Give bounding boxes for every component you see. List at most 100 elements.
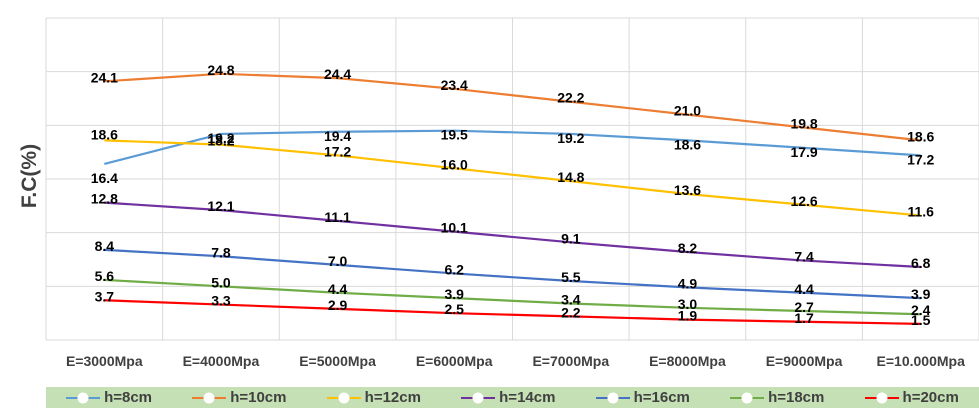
data-label: 21.0 (674, 103, 701, 119)
data-label: 12.8 (91, 191, 118, 207)
data-label: 13.6 (674, 182, 701, 198)
legend-item: h=16cm (595, 389, 690, 406)
data-label: 3.4 (561, 292, 581, 308)
data-label: 18.6 (674, 136, 701, 152)
legend-label: h=8cm (104, 389, 153, 406)
data-label: 3.9 (444, 286, 464, 302)
legend-marker-icon (864, 392, 899, 403)
data-label: 12.1 (207, 198, 234, 214)
x-tick-labels: E=3000Mpa E=4000Mpa E=5000Mpa E=6000Mpa E=70… (66, 353, 965, 369)
legend-label: h=12cm (364, 389, 421, 406)
data-label: 8.2 (678, 240, 698, 256)
legend-label: h=10cm (230, 389, 287, 406)
x-tick-label: E=4000Mpa (183, 353, 260, 369)
legend: h=8cm h=10cm h=12cm h=14cm h=16cm h=18cm h=20c… (46, 387, 979, 408)
data-label: 16.0 (441, 156, 468, 172)
series-lines (104, 72, 921, 325)
legend-circle (741, 392, 753, 403)
legend-item: h=12cm (326, 389, 421, 406)
series-line-h-8cm (104, 129, 921, 166)
data-label: 24.4 (324, 66, 351, 82)
legend-circle (203, 392, 215, 403)
data-label: 2.7 (794, 299, 814, 315)
series-line-h-16cm (104, 248, 921, 300)
y-axis-label: F.C(%) (18, 144, 41, 208)
x-tick-label: E=9000Mpa (766, 353, 843, 369)
series-line-h-12cm (104, 139, 921, 217)
legend-marker-icon (192, 392, 227, 403)
x-tick-label: E=7000Mpa (532, 353, 609, 369)
legend-circle (77, 392, 89, 403)
data-label: 11.6 (907, 203, 934, 219)
data-label: 8.4 (95, 238, 115, 254)
x-tick-label: E=5000Mpa (299, 353, 376, 369)
legend-item: h=20cm (864, 389, 959, 406)
data-label: 3.7 (95, 288, 115, 304)
data-label: 2.2 (561, 304, 581, 320)
data-label: 17.2 (324, 143, 351, 159)
data-label: 11.1 (324, 209, 351, 225)
data-labels: 16.4 19.2 19.4 19.5 19.2 18.6 17.9 17.2 24.1 24.8… (91, 62, 935, 328)
data-label: 23.4 (441, 77, 468, 93)
series-line-h-10cm (104, 72, 921, 142)
legend-circle (338, 392, 350, 403)
legend-item: h=18cm (730, 389, 824, 406)
legend-label: h=18cm (768, 389, 825, 406)
data-label: 19.8 (790, 115, 817, 131)
data-label: 1.9 (678, 308, 698, 324)
data-label: 19.2 (207, 130, 234, 146)
data-label: 4.4 (794, 281, 814, 297)
data-label: 16.4 (91, 170, 118, 186)
series-line-h-20cm (104, 299, 921, 325)
gridlines (45, 17, 979, 341)
data-label: 18.2 (207, 133, 234, 149)
data-label: 2.5 (444, 301, 464, 317)
legend-marker-icon (595, 392, 630, 403)
data-label: 5.0 (211, 274, 231, 290)
data-label: 3.3 (211, 293, 231, 309)
data-label: 19.5 (441, 127, 468, 143)
legend-label: h=14cm (499, 389, 556, 406)
legend-marker-icon (730, 392, 765, 403)
data-label: 12.6 (790, 193, 817, 209)
data-label: 3.0 (678, 296, 698, 312)
x-tick-label: E=3000Mpa (66, 353, 143, 369)
data-label: 18.6 (91, 126, 118, 142)
data-label: 6.8 (911, 255, 931, 271)
legend-item: h=14cm (461, 389, 555, 406)
series-line-h-18cm (104, 278, 921, 316)
data-label: 7.0 (328, 253, 348, 269)
series-line-h-14cm (104, 201, 921, 269)
data-label: 3.9 (911, 286, 931, 302)
data-label: 22.2 (557, 90, 584, 106)
data-label: 14.8 (557, 169, 584, 185)
data-label: 2.9 (328, 297, 348, 313)
data-label: 9.1 (561, 230, 581, 246)
legend-marker-icon (326, 392, 361, 403)
data-label: 19.2 (557, 130, 584, 146)
x-tick-label: E=6000Mpa (416, 353, 493, 369)
data-label: 6.2 (444, 261, 464, 277)
data-label: 24.1 (91, 69, 118, 85)
legend-item: h=10cm (192, 389, 287, 406)
x-tick-label: E=10.000Mpa (877, 353, 966, 369)
legend-label: h=20cm (902, 389, 959, 406)
data-label: 5.6 (95, 268, 115, 284)
data-label: 1.5 (911, 312, 931, 328)
data-label: 17.2 (907, 151, 934, 167)
data-label: 10.1 (441, 220, 468, 236)
legend-circle (607, 392, 619, 403)
data-label: 24.8 (207, 62, 234, 78)
legend-circle (876, 392, 888, 403)
legend-marker-icon (66, 392, 101, 403)
legend-item: h=8cm (66, 389, 152, 406)
legend-marker-icon (461, 392, 496, 403)
data-label: 4.9 (678, 275, 698, 291)
x-tick-label: E=8000Mpa (649, 353, 726, 369)
data-label: 4.4 (328, 281, 348, 297)
data-label: 2.4 (911, 302, 931, 318)
data-label: 18.6 (907, 128, 934, 144)
legend-label: h=16cm (633, 389, 690, 406)
